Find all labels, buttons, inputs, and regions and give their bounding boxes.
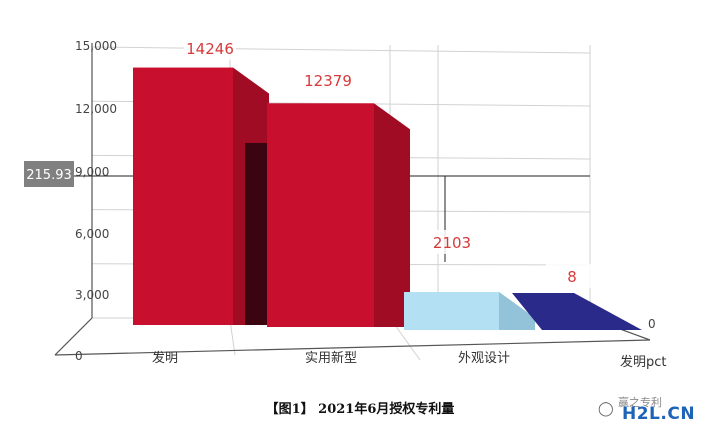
depth-tick-label: 0 [648, 317, 656, 331]
watermark-site: H2L.CN [622, 404, 696, 424]
y-tick-label: 3,000 [75, 288, 109, 302]
bars [133, 67, 642, 330]
gridline-floor [229, 319, 236, 356]
bar-front [267, 103, 374, 328]
bar-chart-3d: 0 3,000 6,000 9,000 12,000 15,000 发明 实用新型 外观设计 发明… [24, 36, 667, 370]
data-label: 14246 [186, 40, 234, 58]
x-axis-line [54, 339, 651, 356]
gridline-h [91, 46, 591, 54]
data-label: 2103 [433, 234, 471, 252]
value-tooltip: 215.93 [24, 161, 74, 187]
watermark: ◯ 赢之专利 H2L.CN [598, 396, 708, 426]
y-tick-label: 12,000 [75, 102, 117, 116]
y-tick-label: 0 [75, 349, 83, 363]
tooltip-value: 215.93 [26, 168, 72, 183]
labels: 0 3,000 6,000 9,000 12,000 15,000 发明 实用新型 外观设计 发明… [75, 36, 667, 370]
data-label-bg [546, 264, 598, 288]
y-tick-label: 9,000 [75, 165, 109, 179]
data-label-bg [302, 68, 354, 92]
watermark-cn-text: 赢之专利 [618, 396, 662, 409]
data-label-bg [184, 36, 236, 60]
data-label-bg [426, 230, 478, 254]
x-category-label: 发明 [152, 350, 178, 366]
bar-front [133, 67, 233, 326]
bar-side [374, 103, 410, 328]
bar-side [499, 292, 535, 330]
tooltip-box [24, 161, 74, 187]
x-category-label: 外观设计 [458, 351, 510, 366]
y-tick-label: 15,000 [75, 39, 117, 53]
x-category-label: 发明pct [620, 354, 667, 370]
bar-top [512, 293, 642, 330]
x-category-label: 实用新型 [305, 350, 357, 366]
figure-caption: 【图1】 2021年6月授权专利量 [265, 402, 455, 417]
bar-front [404, 292, 499, 330]
data-label: 8 [567, 268, 577, 286]
wechat-icon: ◯ [598, 401, 614, 417]
y-tick-label: 6,000 [75, 227, 109, 241]
data-label: 12379 [304, 72, 352, 90]
bar-shadow [245, 143, 267, 325]
depth-axis-line [54, 317, 93, 356]
